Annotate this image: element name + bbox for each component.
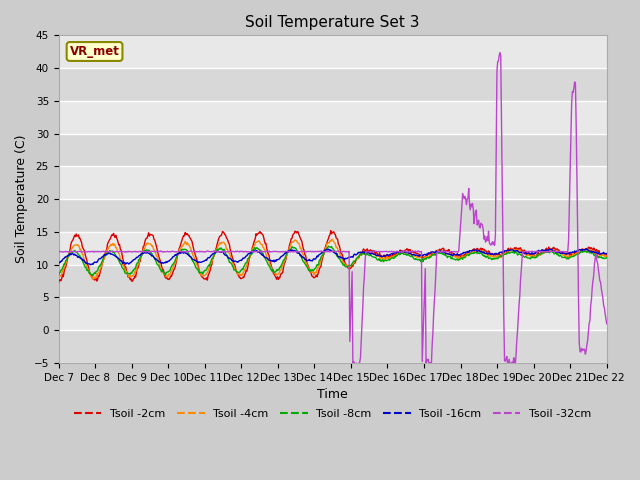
Bar — [59, 298, 607, 330]
Bar — [59, 330, 607, 363]
Legend: Tsoil -2cm, Tsoil -4cm, Tsoil -8cm, Tsoil -16cm, Tsoil -32cm: Tsoil -2cm, Tsoil -4cm, Tsoil -8cm, Tsoi… — [69, 404, 596, 423]
Bar — [59, 167, 607, 199]
Bar — [59, 232, 607, 265]
Bar — [59, 68, 607, 101]
Bar — [59, 36, 607, 68]
Text: VR_met: VR_met — [70, 45, 120, 58]
Y-axis label: Soil Temperature (C): Soil Temperature (C) — [15, 135, 28, 264]
Bar — [59, 265, 607, 298]
Bar — [59, 101, 607, 133]
Title: Soil Temperature Set 3: Soil Temperature Set 3 — [245, 15, 420, 30]
Bar — [59, 199, 607, 232]
X-axis label: Time: Time — [317, 388, 348, 401]
Bar — [59, 133, 607, 167]
